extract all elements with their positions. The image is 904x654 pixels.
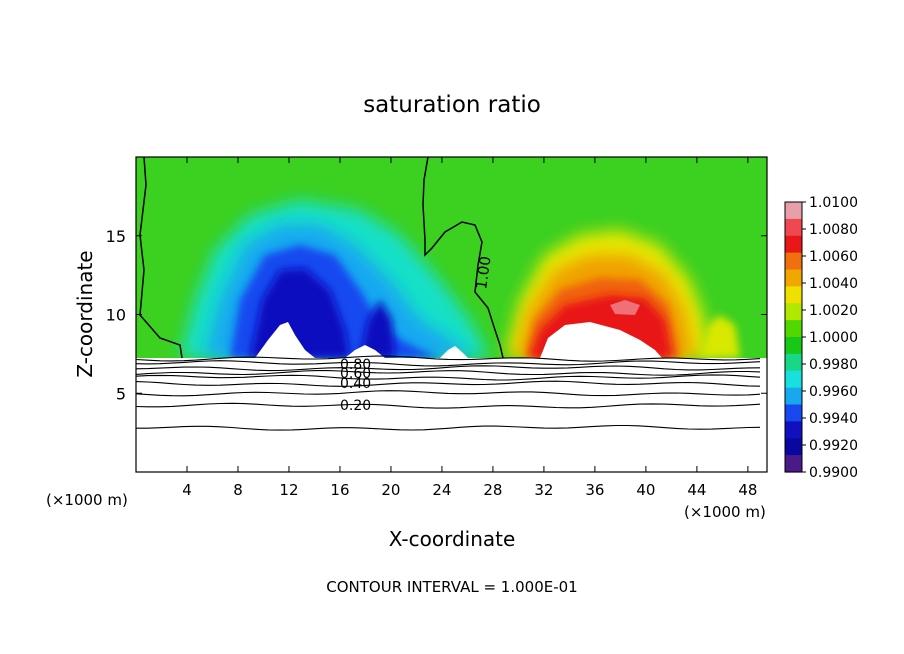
colorbar-swatch bbox=[785, 387, 802, 406]
cloud-gap-mid bbox=[345, 345, 385, 358]
colorbar-swatch bbox=[785, 269, 802, 287]
x-tick-label: 24 bbox=[432, 481, 451, 499]
colorbar-tick-label: 1.0080 bbox=[809, 222, 858, 238]
colorbar-swatch bbox=[785, 286, 802, 304]
contour-line bbox=[136, 374, 761, 381]
colorbar-swatch bbox=[785, 438, 802, 456]
dark-blue-core-2 bbox=[360, 300, 395, 358]
contour-label-0-80: 0.80 bbox=[340, 357, 371, 373]
colorbar-tick-label: 1.0020 bbox=[809, 303, 858, 319]
colorbar-swatch bbox=[785, 320, 802, 338]
x-tick-label: 36 bbox=[585, 481, 604, 499]
y-tick-label: 5 bbox=[116, 384, 126, 403]
colorbar-swatch bbox=[785, 252, 802, 271]
y-tick-label: 15 bbox=[106, 227, 126, 246]
cloud-gap-left bbox=[255, 322, 315, 358]
x-axis: 4 8 12 16 20 24 28 32 36 40 44 48 bbox=[182, 157, 757, 499]
colorbar-tick-label: 0.9980 bbox=[809, 357, 858, 373]
colorbar-swatch bbox=[785, 353, 802, 372]
x-tick-label: 32 bbox=[534, 481, 553, 499]
colorbar-swatch bbox=[785, 337, 802, 355]
colorbar-tick-label: 0.9960 bbox=[809, 384, 858, 400]
colorbar-swatch bbox=[785, 455, 802, 473]
contour-line bbox=[136, 355, 761, 362]
colorbar-swatch bbox=[785, 202, 802, 220]
colorbar: 1.0100 1.0080 1.0060 1.0040 1.0020 1.0000 0.99… bbox=[784, 195, 858, 481]
pink-patch bbox=[610, 300, 640, 315]
cloud-gap-right bbox=[540, 322, 662, 358]
y-axis: 5 10 15 bbox=[106, 227, 767, 403]
contour-labels: 1.00 0.80 0.60 0.40 0.20 bbox=[340, 255, 495, 414]
colorbar-tick-label: 1.0060 bbox=[809, 249, 858, 265]
contour-1-center bbox=[422, 157, 504, 359]
x-tick-label: 44 bbox=[687, 481, 706, 499]
colorbar-swatch bbox=[785, 421, 802, 439]
x-tick-label: 40 bbox=[636, 481, 655, 499]
cloud-gaps bbox=[255, 322, 662, 358]
colorbar-tick-label: 0.9940 bbox=[809, 411, 858, 427]
contour-line bbox=[136, 370, 761, 376]
contour-1-left bbox=[139, 157, 183, 359]
contour-line-group bbox=[136, 355, 761, 431]
contour-line bbox=[136, 390, 761, 397]
cloud-gap-mid-2 bbox=[440, 346, 468, 358]
contour-line bbox=[136, 402, 761, 409]
contour-label-0-20: 0.20 bbox=[340, 398, 371, 414]
x-tick-label: 48 bbox=[738, 481, 757, 499]
x-tick-label: 20 bbox=[381, 481, 400, 499]
colorbar-swatch bbox=[785, 218, 802, 237]
colorbar-swatch bbox=[785, 404, 802, 422]
x-tick-label: 4 bbox=[182, 481, 192, 499]
contour-line bbox=[136, 360, 761, 367]
contour-label-1-00: 1.00 bbox=[472, 255, 494, 291]
colorbar-tick-label: 0.9920 bbox=[809, 438, 858, 454]
contour-line bbox=[136, 424, 761, 431]
contour-line bbox=[136, 365, 761, 372]
contour-label-0-40: 0.40 bbox=[340, 376, 371, 392]
x-tick-label: 8 bbox=[233, 481, 243, 499]
x-axis-label: X-coordinate bbox=[389, 527, 516, 551]
colorbar-swatch bbox=[785, 235, 802, 254]
colorbar-swatch bbox=[785, 303, 802, 321]
x-tick-label: 12 bbox=[279, 481, 298, 499]
contour-line bbox=[136, 380, 761, 387]
x-tick-label: 16 bbox=[330, 481, 349, 499]
colorbar-tick-label: 0.9900 bbox=[809, 465, 858, 481]
contour-label-0-60: 0.60 bbox=[340, 366, 371, 382]
plot-area bbox=[136, 157, 767, 472]
colorbar-swatch bbox=[785, 370, 802, 389]
y-tick-label: 10 bbox=[106, 306, 126, 325]
y-axis-label: Z-coordinate bbox=[73, 250, 97, 377]
colorbar-tick-label: 1.0040 bbox=[809, 276, 858, 292]
contour-interval-footer: CONTOUR INTERVAL = 1.000E-01 bbox=[326, 578, 577, 596]
x-tick-label: 28 bbox=[483, 481, 502, 499]
x-unit-left: (×1000 m) bbox=[46, 491, 128, 509]
colorbar-tick-label: 1.0000 bbox=[809, 330, 858, 346]
colorbar-tick-label: 1.0100 bbox=[809, 195, 858, 211]
chart-title: saturation ratio bbox=[363, 92, 541, 118]
x-unit-right: (×1000 m) bbox=[684, 503, 766, 521]
yellow-band-right bbox=[700, 315, 740, 358]
